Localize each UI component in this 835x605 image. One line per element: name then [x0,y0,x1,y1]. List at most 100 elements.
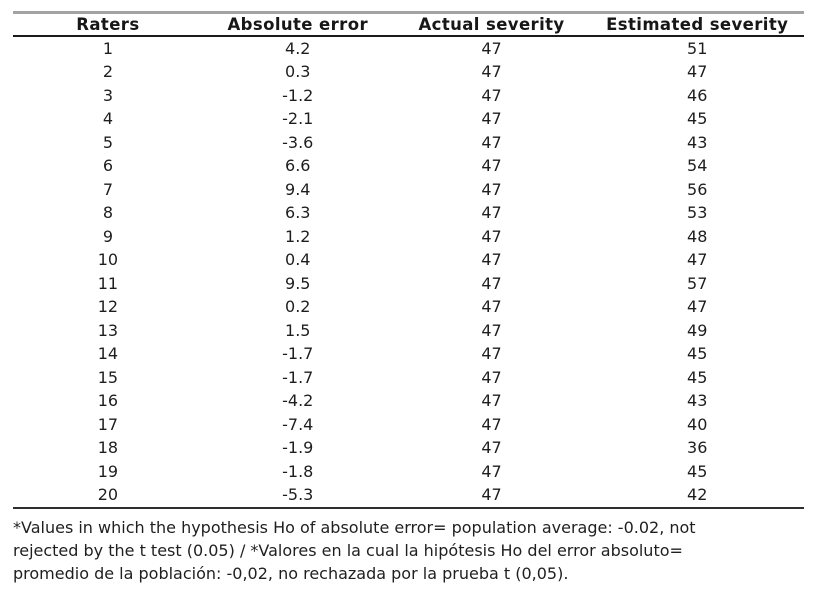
table-cell: 6.3 [285,203,311,222]
table-cell: -1.2 [282,85,314,105]
table-cell: 43 [687,132,708,152]
table-row: 11 9.5 47 57 [13,272,804,296]
table-cell: 47 [481,38,502,58]
table-cell: 47 [481,485,502,504]
table-cell: 47 [481,85,502,105]
table-cell: 19 [97,461,119,481]
table-cell: 9.4 [285,179,311,199]
table-cell: 40 [687,414,708,434]
table-cell: 0.3 [285,62,311,81]
footnote-line: *Values in which the hypothesis Ho of ab… [13,518,696,537]
table-cell: -1.7 [282,367,314,387]
table-head: Raters Absolute error Actual severity Estim… [13,13,804,36]
table-cell: 47 [687,297,708,316]
table-row: 8 6.3 47 53 [13,201,804,225]
table-cell: -2.1 [282,109,314,128]
table-cell: 54 [687,156,708,175]
table-cell: 4.2 [285,38,311,58]
table-cell: 47 [481,367,502,387]
table-cell: 45 [687,461,708,481]
table-cell: 18 [97,438,119,457]
table-body: 1 4.2 47 51 2 0.3 47 47 3 -1.2 47 46 4 -2.1 47 45 5 -3.6 4… [13,36,804,508]
table-cell: 20 [97,485,119,504]
table-cell: 14 [97,344,119,363]
table-row: 9 1.2 47 48 [13,225,804,249]
table-row: 17 -7.4 47 40 [13,413,804,437]
table-cell: 47 [481,203,502,222]
table-cell: -1.9 [282,438,314,457]
table-cell: 42 [687,485,708,504]
table-cell: 9.5 [285,273,311,293]
table-cell: 7 [102,179,113,199]
table-cell: 4 [102,109,113,128]
table-cell: 56 [687,179,708,199]
table-cell: 11 [97,273,119,293]
column-header-actual-severity: Actual severity [418,14,565,34]
table-cell: 16 [97,391,119,410]
table-cell: 47 [481,391,502,410]
table-cell: 47 [481,414,502,434]
table-row: 3 -1.2 47 46 [13,84,804,108]
table-cell: 45 [687,109,708,128]
table-cell: 47 [687,250,708,269]
table-row: 1 4.2 47 51 [13,36,804,61]
table-cell: -1.7 [282,344,314,363]
table-cell: 46 [687,85,708,105]
table-cell: 2 [102,62,113,81]
table-row: 19 -1.8 47 45 [13,460,804,484]
table-cell: 47 [481,109,502,128]
table-cell: 48 [687,226,708,246]
footnote-line: promedio de la población: -0,02, no rech… [13,564,569,583]
table-row: 2 0.3 47 47 [13,60,804,84]
table-cell: 1 [102,38,113,58]
table-cell: 36 [687,438,708,457]
table-cell: 12 [97,297,119,316]
table-cell: 45 [687,344,708,363]
table-cell: 1.2 [285,226,311,246]
table-row: 18 -1.9 47 36 [13,436,804,460]
table-cell: 0.2 [285,297,311,316]
table-cell: 53 [687,203,708,222]
table-cell: 47 [481,297,502,316]
table-cell: 47 [481,438,502,457]
table-cell: 49 [687,320,708,340]
raters-table-container: Raters Absolute error Actual severity Estim… [13,11,804,509]
table-cell: 6 [102,156,113,175]
column-header-raters: Raters [76,14,140,34]
table-row: 16 -4.2 47 43 [13,389,804,413]
raters-table: Raters Absolute error Actual severity Estim… [13,11,804,509]
table-cell: 51 [687,38,708,58]
table-row: 13 1.5 47 49 [13,319,804,343]
table-cell: 47 [481,320,502,340]
table-cell: 8 [102,203,113,222]
table-cell: -7.4 [282,414,314,434]
table-row: 20 -5.3 47 42 [13,483,804,508]
column-header-absolute-error: Absolute error [227,14,368,34]
table-cell: 3 [102,85,113,105]
table-row: 10 0.4 47 47 [13,248,804,272]
footnote-line: rejected by the t test (0.05) / *Valores… [13,541,683,560]
table-cell: 9 [102,226,113,246]
table-cell: 47 [481,179,502,199]
table-cell: 0.4 [285,250,311,269]
table-cell: 47 [481,156,502,175]
column-header-estimated-severity: Estimated severity [606,14,789,34]
table-row: 12 0.2 47 47 [13,295,804,319]
table-cell: 47 [481,273,502,293]
table-row: 15 -1.7 47 45 [13,366,804,390]
table-cell: 47 [481,344,502,363]
table-row: 7 9.4 47 56 [13,178,804,202]
table-cell: 57 [687,273,708,293]
table-row: 4 -2.1 47 45 [13,107,804,131]
table-cell: 10 [97,250,119,269]
table-cell: 15 [97,367,119,387]
table-cell: 47 [481,250,502,269]
table-footnote: *Values in which the hypothesis Ho of ab… [13,516,828,585]
table-header-row: Raters Absolute error Actual severity Estim… [13,13,804,36]
table-cell: 5 [102,132,113,152]
table-cell: 47 [481,226,502,246]
table-cell: 43 [687,391,708,410]
table-row: 6 6.6 47 54 [13,154,804,178]
table-cell: -3.6 [282,132,314,152]
table-cell: 47 [481,461,502,481]
